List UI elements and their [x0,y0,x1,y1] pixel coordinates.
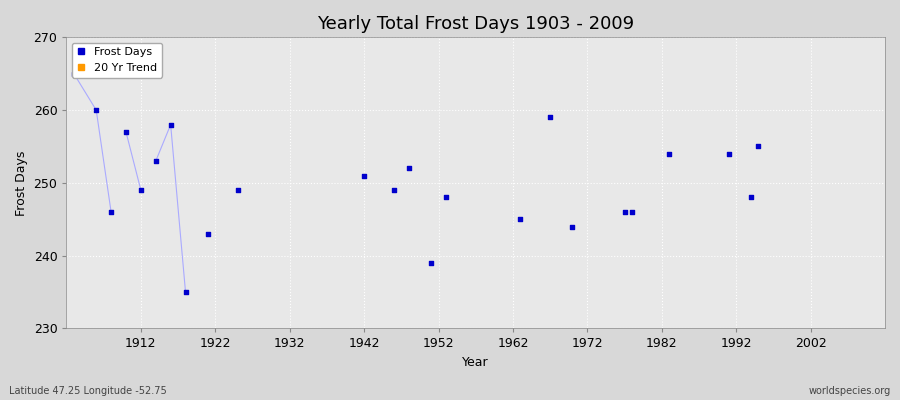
Point [89,107,104,113]
Point [104,209,118,215]
Point [625,209,639,215]
Point [543,114,557,120]
Text: worldspecies.org: worldspecies.org [809,386,891,396]
Point [722,150,736,157]
Y-axis label: Frost Days: Frost Days [15,150,28,216]
Point [752,143,766,150]
Point [565,223,580,230]
X-axis label: Year: Year [463,356,489,369]
Legend: Frost Days, 20 Yr Trend: Frost Days, 20 Yr Trend [72,43,162,78]
Point [744,194,759,201]
Point [424,260,438,266]
Point [662,150,677,157]
Point [201,231,215,237]
Point [387,187,401,193]
Point [178,289,193,295]
Point [148,158,163,164]
Title: Yearly Total Frost Days 1903 - 2009: Yearly Total Frost Days 1903 - 2009 [317,15,634,33]
Point [67,70,81,77]
Point [439,194,454,201]
Point [134,187,148,193]
Point [357,172,372,179]
Text: Latitude 47.25 Longitude -52.75: Latitude 47.25 Longitude -52.75 [9,386,166,396]
Point [401,165,416,172]
Point [119,129,133,135]
Point [230,187,245,193]
Point [513,216,527,222]
Point [164,122,178,128]
Point [617,209,632,215]
